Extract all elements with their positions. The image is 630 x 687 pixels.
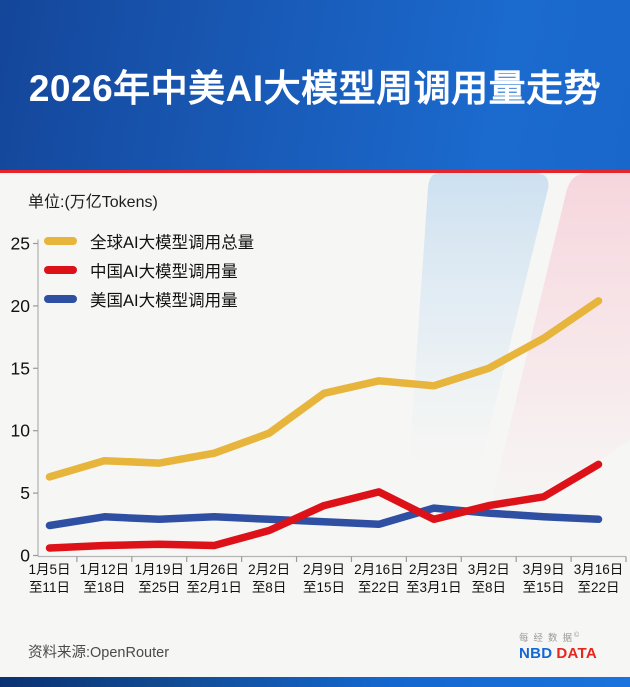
title-banner: 2026年中美AI大模型周调用量走势 [0,0,630,170]
red-divider-line [0,170,630,173]
legend-swatch-global [44,236,77,245]
x-axis-label: 1月26日 至2月1日 [186,562,242,595]
series-lines [45,297,603,552]
legend: 全球AI大模型调用总量 中国AI大模型调用量 美国AI大模型调用量 [44,226,254,313]
legend-item-usa: 美国AI大模型调用量 [44,284,254,313]
series-line-usa [45,504,603,530]
x-axis-label: 1月12日 至18日 [79,562,130,595]
legend-label-global: 全球AI大模型调用总量 [90,233,255,252]
x-axis-label: 2月9日 至15日 [302,562,346,595]
unit-label: 单位:(万亿Tokens) [28,194,158,211]
legend-swatch-china [44,265,77,274]
legend-swatch-usa [44,294,77,303]
legend-label-usa: 美国AI大模型调用量 [90,291,238,310]
source-label: 资料来源:OpenRouter [28,645,170,661]
legend-item-china: 中国AI大模型调用量 [44,255,254,284]
x-axis-label: 2月2日 至8日 [248,562,291,595]
series-line-china [45,460,603,552]
y-tick-label: 10 [11,421,31,441]
series-line-global [45,297,603,481]
legend-label-china: 中国AI大模型调用量 [90,262,238,281]
bottom-accent-bar [0,677,630,687]
x-axis-label: 3月2日 至8日 [467,562,510,595]
nbd-data-logo: 每经数据© NBD DATA [518,629,597,663]
x-axis-label: 3月9日 至15日 [522,562,565,595]
x-axis-label: 2月23日 至3月1日 [406,562,462,595]
y-tick-label: 15 [11,358,30,378]
decor-blue-flag-shape [409,173,549,468]
logo-chinese-line: 每经数据© [518,632,580,645]
x-axis-label: 1月19日 至25日 [134,562,185,595]
y-tick-label: 5 [20,483,30,503]
y-tick-label: 25 [11,234,30,254]
decor-pink-flag-shape [488,173,630,526]
logo-english-line: NBD DATA [518,645,597,663]
x-axis-label: 1月5日 至11日 [28,562,71,595]
y-tick-label: 20 [11,296,31,316]
x-axis-label: 2月16日 至22日 [354,562,404,595]
page-title: 2026年中美AI大模型周调用量走势 [28,68,602,109]
legend-item-global: 全球AI大模型调用总量 [44,226,254,255]
x-axis-label: 3月16日 至22日 [573,562,624,595]
